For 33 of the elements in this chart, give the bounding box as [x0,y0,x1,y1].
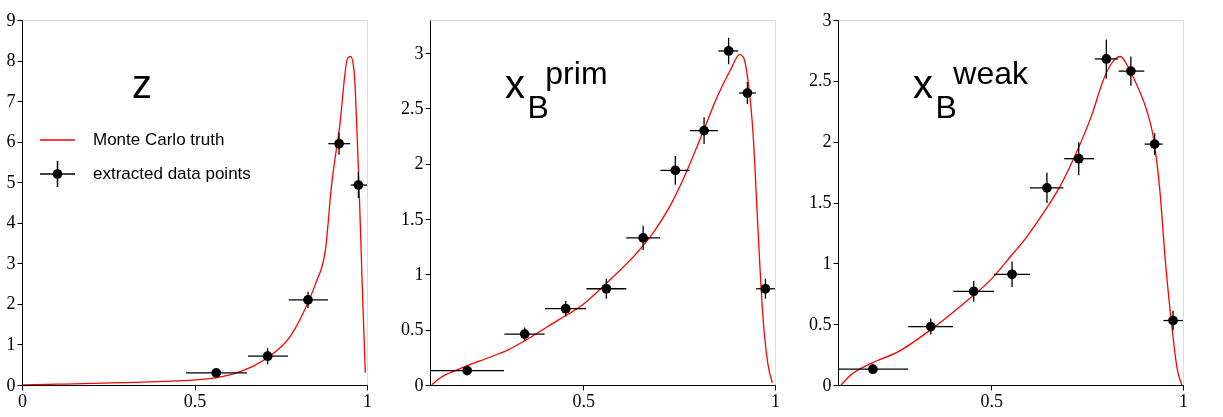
y-tick-label: 3 [414,42,424,63]
legend-label: Monte Carlo truth [93,130,225,149]
x-tick-label: 0.5 [572,390,596,411]
y-tick-label: 7 [6,90,16,111]
y-tick-label: 0 [414,374,424,395]
y-tick-label: 2.5 [809,70,832,91]
y-tick-label: 1 [822,252,832,273]
y-tick-label: 0 [822,374,832,395]
x-tick-label: 1 [771,390,780,411]
y-tick-label: 8 [6,50,16,71]
y-tick-label: 1 [414,263,424,284]
legend-label: extracted data points [93,164,251,183]
y-tick-label: 6 [6,131,16,152]
y-tick-label: 1 [6,333,16,354]
y-tick-label: 0.5 [401,319,424,340]
x-tick-label: 1 [1179,390,1188,411]
y-tick-label: 2 [822,131,832,152]
y-tick-label: 2 [414,153,424,174]
y-tick-label: 0 [6,374,16,395]
x-tick-label: 0.5 [980,390,1004,411]
y-tick-label: 1.5 [809,192,832,212]
y-tick-label: 2 [6,293,16,314]
y-tick-label: 1.5 [401,208,424,229]
y-tick-label: 3 [822,9,832,30]
y-tick-label: 0.5 [809,313,832,334]
x-tick-label: 1 [363,390,372,411]
y-tick-label: 9 [6,9,16,30]
y-tick-label: 3 [6,252,16,273]
y-tick-label: 4 [6,212,16,233]
y-tick-label: 2.5 [401,97,424,118]
y-tick-label: 5 [6,171,16,192]
text: z [132,62,152,106]
x-tick-label: 0.5 [183,390,207,411]
